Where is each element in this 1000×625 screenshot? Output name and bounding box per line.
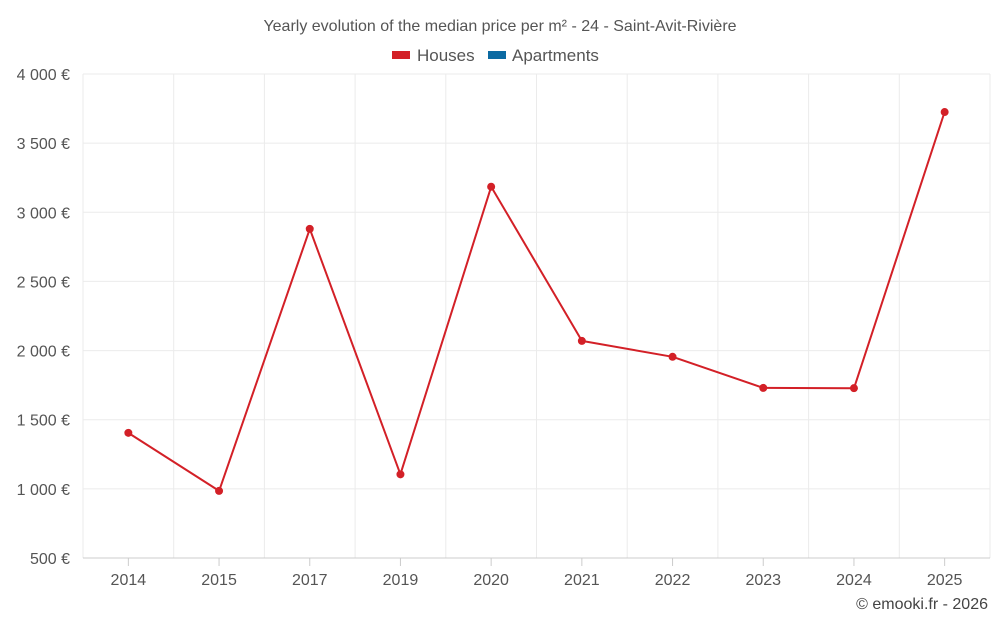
- x-tick-label: 2022: [655, 572, 691, 589]
- y-tick-label: 1 500 €: [17, 413, 70, 430]
- legend-item-houses[interactable]: Houses: [392, 46, 475, 65]
- x-tick-label: 2021: [564, 572, 600, 589]
- y-tick-label: 2 000 €: [17, 344, 70, 361]
- data-point-houses-2015[interactable]: [215, 486, 224, 495]
- legend-label: Apartments: [512, 46, 599, 65]
- data-point-houses-2019[interactable]: [396, 470, 405, 479]
- gridlines: [82, 73, 991, 559]
- data-point-houses-2022[interactable]: [668, 352, 677, 361]
- chart-title: Yearly evolution of the median price per…: [263, 18, 736, 35]
- x-axis: 2014 2015 2017 2019 2020 2021 2022 2023 2024 2025: [83, 557, 990, 589]
- data-point-houses-2020[interactable]: [487, 182, 496, 191]
- data-point-houses-2025[interactable]: [940, 108, 949, 117]
- y-tick-label: 1 000 €: [17, 482, 70, 499]
- x-tick-label: 2024: [836, 572, 872, 589]
- x-tick-label: 2017: [292, 572, 328, 589]
- x-tick-label: 2023: [745, 572, 781, 589]
- legend-label: Houses: [417, 46, 475, 65]
- x-tick-label: 2014: [111, 572, 147, 589]
- series-layer: [124, 108, 949, 495]
- data-point-houses-2014[interactable]: [124, 428, 133, 437]
- legend-swatch: [488, 51, 506, 59]
- data-point-houses-2023[interactable]: [759, 383, 768, 392]
- x-tick-label: 2025: [927, 572, 963, 589]
- legend[interactable]: Houses Apartments: [392, 46, 599, 65]
- series-line-houses: [127, 111, 946, 492]
- x-tick-label: 2020: [473, 572, 509, 589]
- y-tick-label: 500 €: [30, 551, 70, 568]
- legend-item-apartments[interactable]: Apartments: [488, 46, 599, 65]
- credit-text: © emooki.fr - 2026: [856, 596, 988, 613]
- x-tick-label: 2019: [383, 572, 419, 589]
- data-point-houses-2024[interactable]: [849, 384, 858, 393]
- y-tick-label: 2 500 €: [17, 274, 70, 291]
- y-tick-label: 3 500 €: [17, 136, 70, 153]
- data-point-houses-2021[interactable]: [577, 336, 586, 345]
- data-point-houses-2017[interactable]: [305, 224, 314, 233]
- y-tick-label: 3 000 €: [17, 205, 70, 222]
- legend-swatch: [392, 51, 410, 59]
- y-tick-label: 4 000 €: [17, 67, 70, 84]
- x-tick-label: 2015: [201, 572, 237, 589]
- y-axis: 500 € 1 000 € 1 500 € 2 000 € 2 500 € 3 000 €…: [17, 67, 70, 568]
